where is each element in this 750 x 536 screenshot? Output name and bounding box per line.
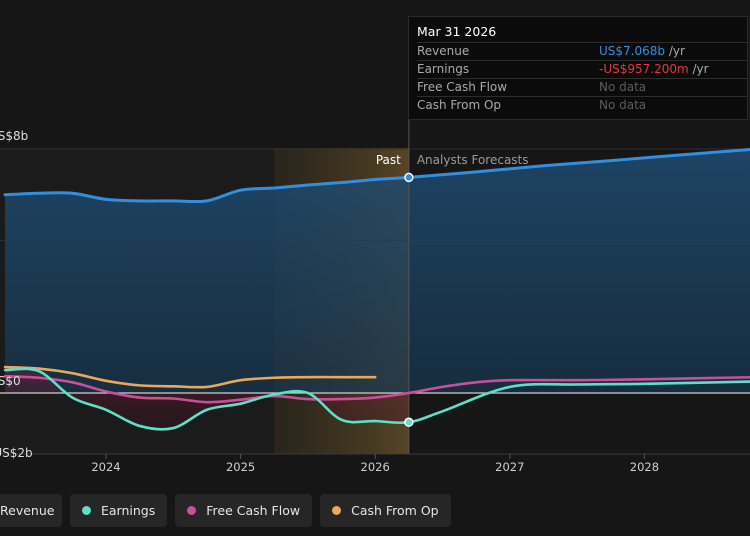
tooltip-date: Mar 31 2026 (417, 24, 497, 39)
legend: Revenue Earnings Free Cash Flow Cash Fro… (0, 494, 451, 527)
cash-from-op-line (3, 365, 377, 389)
tooltip-earnings-value: -US$957.200m (599, 62, 689, 76)
tooltip-value: No data (599, 98, 647, 112)
x-axis-label: 2028 (630, 460, 659, 474)
legend-label: Cash From Op (351, 503, 439, 518)
legend-label: Earnings (101, 503, 156, 518)
revenue-marker (404, 172, 414, 183)
x-axis-label: 2024 (91, 460, 120, 474)
legend-item-free-cash-flow[interactable]: Free Cash Flow (175, 494, 313, 527)
tooltip-value: No data (599, 80, 647, 94)
earnings-line (3, 367, 750, 431)
tooltip-revenue-value: US$7.068b (599, 44, 666, 58)
legend-dot-icon (187, 506, 197, 515)
tooltip-value: US$7.068b /yr (599, 44, 685, 58)
revenue-area (5, 149, 750, 393)
y-axis-label-bottom: -US$2b (0, 446, 33, 460)
legend-item-earnings[interactable]: Earnings (70, 494, 168, 527)
tooltip-label: Revenue (417, 44, 470, 58)
legend-dot-icon (332, 506, 342, 515)
earnings-marker (404, 417, 414, 427)
y-axis-label-zero: US$0 (0, 374, 21, 388)
tooltip-unit: /yr (688, 62, 709, 76)
x-axis-label: 2025 (226, 460, 255, 474)
x-axis-label: 2027 (495, 460, 524, 474)
tooltip-row-free-cash-flow: Free Cash Flow No data (417, 78, 747, 96)
tooltip-label: Cash From Op (417, 98, 502, 112)
legend-item-cash-from-op[interactable]: Cash From Op (320, 494, 451, 527)
legend-item-revenue[interactable]: Revenue (0, 494, 62, 527)
tooltip-row-earnings: Earnings -US$957.200m /yr (417, 60, 747, 78)
tooltip-value: -US$957.200m /yr (599, 62, 709, 76)
tooltip-row-revenue: Revenue US$7.068b /yr (417, 42, 747, 60)
legend-label: Free Cash Flow (206, 503, 301, 518)
tooltip: Mar 31 2026 Revenue US$7.068b /yr Earnin… (408, 16, 748, 120)
tooltip-unit: /yr (665, 44, 685, 58)
y-axis-label-top: US$8b (0, 129, 28, 143)
x-axis-label: 2026 (361, 460, 390, 474)
free-cash-flow-line (3, 374, 750, 404)
negative-earnings-area (5, 368, 409, 430)
tooltip-row-cash-from-op: Cash From Op No data (417, 96, 747, 114)
revenue-line (3, 147, 750, 204)
legend-dot-icon (82, 506, 91, 515)
past-label: Past (376, 153, 401, 167)
tooltip-label: Free Cash Flow (417, 80, 508, 94)
legend-label: Revenue (0, 503, 55, 518)
forecast-label: Analysts Forecasts (417, 153, 529, 167)
tooltip-label: Earnings (417, 62, 470, 76)
